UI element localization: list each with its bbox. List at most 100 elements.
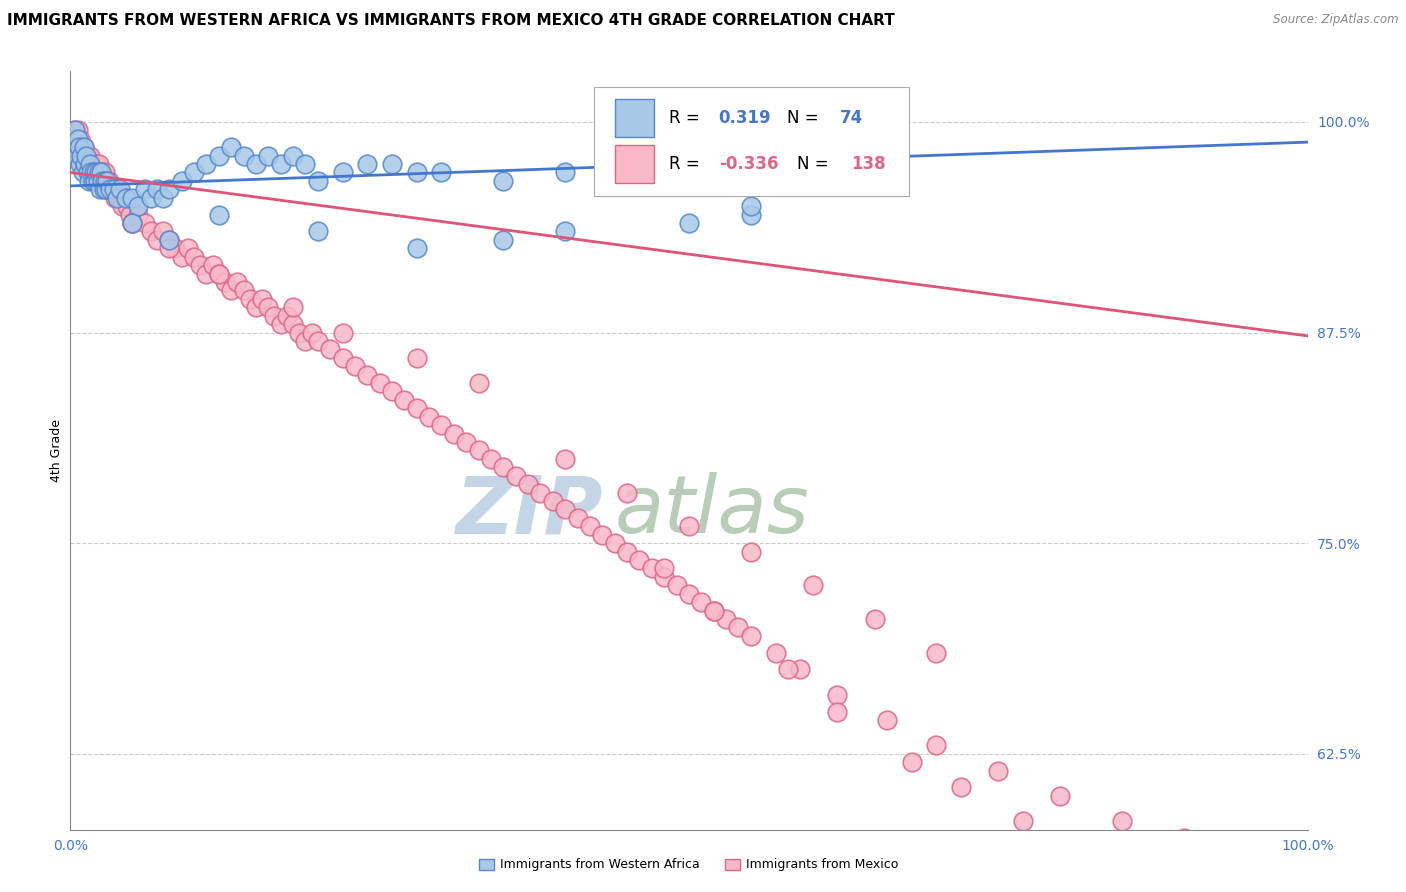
Point xyxy=(245,300,267,314)
Point xyxy=(827,688,849,702)
Point xyxy=(616,157,638,171)
Point xyxy=(381,384,404,399)
Text: R =: R = xyxy=(669,110,700,128)
Point xyxy=(77,157,100,171)
Point xyxy=(69,157,91,171)
Point xyxy=(101,182,124,196)
Point xyxy=(121,216,143,230)
Point xyxy=(405,241,427,255)
Point xyxy=(82,174,104,188)
Point xyxy=(208,208,231,222)
Point xyxy=(405,401,427,416)
Point xyxy=(97,174,120,188)
Point xyxy=(134,182,156,196)
Point xyxy=(86,165,108,179)
Point xyxy=(118,208,141,222)
Point xyxy=(456,435,478,450)
Point xyxy=(127,199,149,213)
Point xyxy=(96,174,118,188)
Point xyxy=(208,267,231,281)
Point xyxy=(67,148,90,162)
Point xyxy=(776,663,799,677)
Point xyxy=(703,603,725,617)
Legend: Immigrants from Western Africa, Immigrants from Mexico: Immigrants from Western Africa, Immigran… xyxy=(474,854,904,876)
Point xyxy=(170,250,193,264)
Point xyxy=(83,157,105,171)
Point xyxy=(152,224,174,238)
Point xyxy=(257,148,280,162)
Point xyxy=(75,148,97,162)
Point xyxy=(567,511,589,525)
Point xyxy=(96,182,118,196)
Point xyxy=(157,182,180,196)
Point xyxy=(703,603,725,617)
Point xyxy=(394,392,416,407)
Point xyxy=(114,191,136,205)
Point xyxy=(257,300,280,314)
Point xyxy=(418,409,440,424)
Point xyxy=(827,705,849,719)
Point xyxy=(740,208,762,222)
Point xyxy=(183,165,205,179)
Point xyxy=(678,148,700,162)
Point xyxy=(219,140,242,154)
Point xyxy=(219,284,242,298)
Point xyxy=(740,140,762,154)
Point xyxy=(73,140,96,154)
Point xyxy=(90,165,112,179)
Point xyxy=(1234,847,1257,862)
Point xyxy=(554,224,576,238)
Point xyxy=(115,191,138,205)
Point xyxy=(91,165,114,179)
Point xyxy=(381,157,404,171)
Point xyxy=(579,519,602,533)
Point xyxy=(146,182,169,196)
Point xyxy=(740,629,762,643)
Point xyxy=(356,368,378,382)
Point xyxy=(214,275,236,289)
Point xyxy=(208,148,231,162)
Point xyxy=(96,174,118,188)
Point xyxy=(678,519,700,533)
Text: ZIP: ZIP xyxy=(456,472,602,550)
Point xyxy=(121,216,143,230)
Point xyxy=(863,612,886,626)
Point xyxy=(70,148,93,162)
Point xyxy=(94,165,117,179)
Point xyxy=(517,477,540,491)
FancyBboxPatch shape xyxy=(593,87,910,196)
Point xyxy=(554,165,576,179)
Point xyxy=(157,233,180,247)
Point xyxy=(727,620,749,634)
Point xyxy=(72,165,94,179)
Text: N =: N = xyxy=(797,155,828,173)
Point xyxy=(69,132,91,146)
Point xyxy=(467,376,489,390)
Point xyxy=(115,199,138,213)
Point xyxy=(430,165,453,179)
Point xyxy=(87,165,110,179)
Point xyxy=(479,451,502,466)
Point xyxy=(103,182,125,196)
Point xyxy=(108,182,131,196)
Point xyxy=(127,208,149,222)
Point xyxy=(84,165,107,179)
Point xyxy=(789,663,811,677)
Point xyxy=(1147,873,1170,888)
Text: -0.336: -0.336 xyxy=(718,155,778,173)
Point xyxy=(301,326,323,340)
Point xyxy=(900,755,922,769)
Point xyxy=(603,536,626,550)
Point xyxy=(430,418,453,433)
Point xyxy=(239,292,262,306)
Point xyxy=(281,300,304,314)
Point xyxy=(79,148,101,162)
Point xyxy=(591,527,613,541)
Point xyxy=(77,174,100,188)
Point xyxy=(139,191,162,205)
Point xyxy=(86,174,108,188)
Point xyxy=(690,595,713,609)
Point xyxy=(307,224,329,238)
Point xyxy=(111,199,134,213)
Point xyxy=(1173,830,1195,845)
